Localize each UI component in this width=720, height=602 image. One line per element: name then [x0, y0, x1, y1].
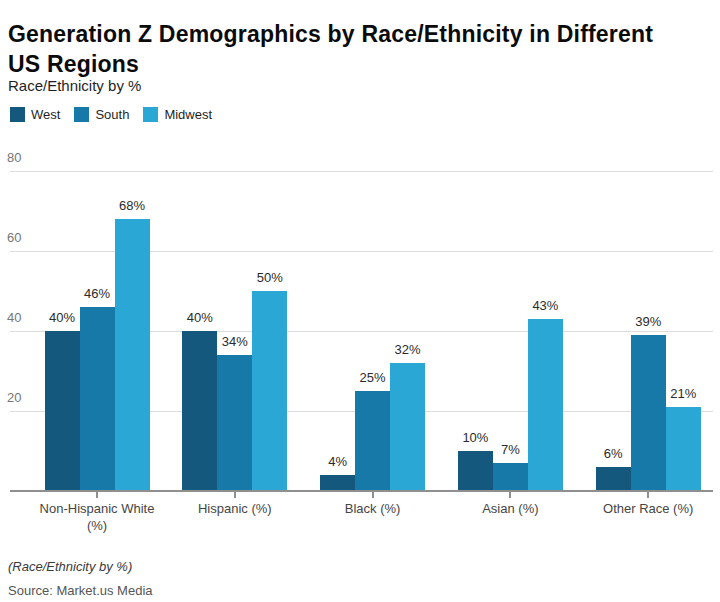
axis-tick: [372, 492, 374, 498]
bar-midwest-3: [390, 363, 425, 491]
x-axis-label: Other Race (%): [590, 500, 706, 517]
chart-plot-area: 2040608040%46%68%Non-Hispanic White (%)4…: [0, 0, 720, 602]
bar-midwest-5: [666, 407, 701, 491]
y-axis-label: 20: [7, 390, 21, 405]
y-axis-label: 80: [7, 150, 21, 165]
bar-south-2: [217, 355, 252, 491]
bar-west-4: [458, 451, 493, 491]
bar-west-5: [596, 467, 631, 491]
chart-figure: Generation Z Demographics by Race/Ethnic…: [0, 0, 720, 602]
bar-midwest-1: [115, 219, 150, 491]
source-credit: Source: Market.us Media: [8, 583, 153, 598]
bar-midwest-4: [528, 319, 563, 491]
bar-value-label: 39%: [616, 314, 680, 329]
bar-value-label: 43%: [513, 298, 577, 313]
x-axis-label: Non-Hispanic White (%): [39, 500, 155, 534]
bar-value-label: 68%: [100, 198, 164, 213]
axis-tick: [96, 492, 98, 498]
axis-tick: [234, 492, 236, 498]
x-axis-label: Asian (%): [452, 500, 568, 517]
bar-value-label: 21%: [651, 386, 715, 401]
y-axis-label: 40: [7, 310, 21, 325]
bar-south-4: [493, 463, 528, 491]
y-axis-label: 60: [7, 230, 21, 245]
axis-tick: [647, 492, 649, 498]
bar-west-2: [182, 331, 217, 491]
footnote: (Race/Ethnicity by %): [8, 559, 132, 574]
x-axis-line: [10, 490, 713, 492]
x-axis-label: Black (%): [315, 500, 431, 517]
bar-value-label: 32%: [376, 342, 440, 357]
gridline: [10, 171, 713, 172]
bar-south-3: [355, 391, 390, 491]
bar-south-1: [80, 307, 115, 491]
bar-midwest-2: [252, 291, 287, 491]
x-axis-label: Hispanic (%): [177, 500, 293, 517]
bar-west-3: [320, 475, 355, 491]
bar-value-label: 50%: [238, 270, 302, 285]
bar-value-label: 40%: [168, 310, 232, 325]
bar-south-5: [631, 335, 666, 491]
bar-west-1: [45, 331, 80, 491]
axis-tick: [509, 492, 511, 498]
